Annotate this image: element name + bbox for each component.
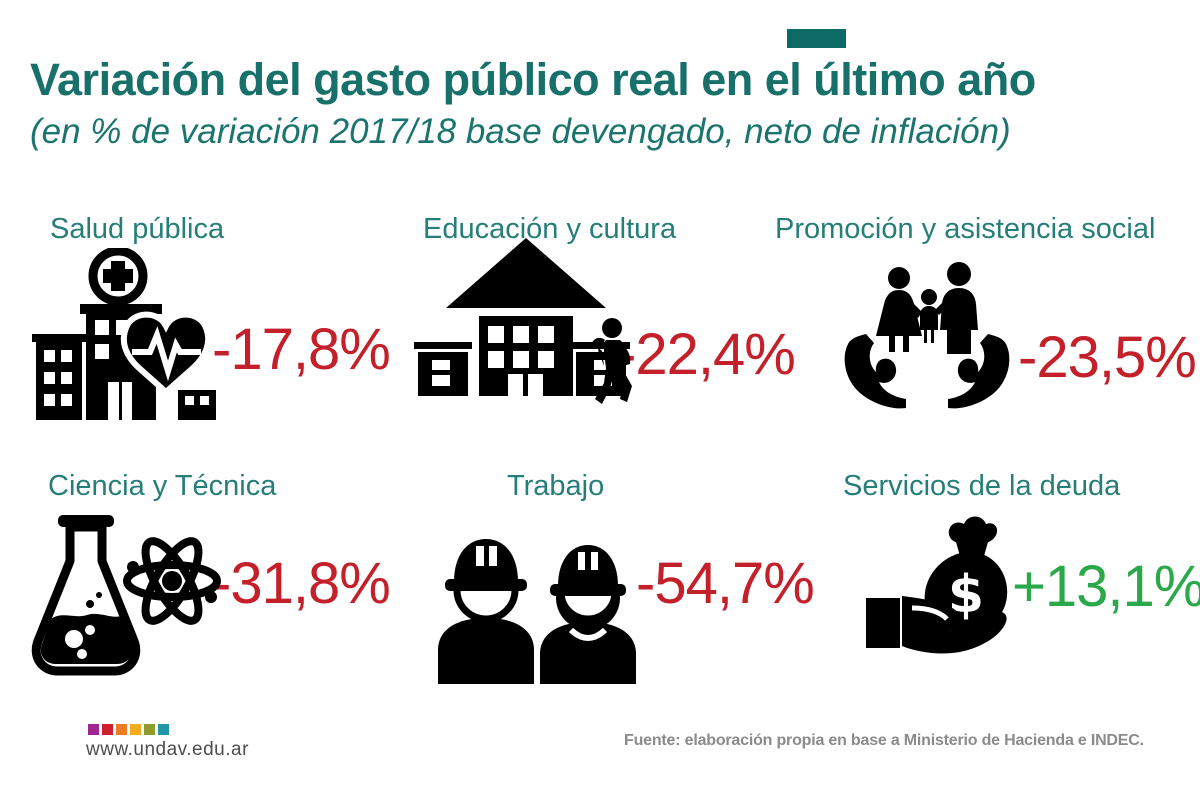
label-salud-publica: Salud pública [50,213,225,245]
label-educacion-cultura: Educación y cultura [423,213,677,245]
flask-atom-icon [30,505,222,687]
value-ciencia-tecnica: -31,8% [212,551,391,616]
label-ciencia-tecnica: Ciencia y Técnica [48,470,277,502]
value-servicios-deuda: +13,1% [1012,554,1200,619]
page-title: Variación del gasto público real en el ú… [30,54,1036,105]
value-salud-publica: -17,8% [212,317,391,382]
money-bag-hand-icon: $ [862,502,1029,684]
hospital-icon [28,248,220,420]
label-trabajo: Trabajo [507,470,605,502]
header-accent-mark [787,29,846,48]
label-promocion-asistencia: Promoción y asistencia social [775,213,1156,245]
undav-website: www.undav.edu.ar [86,739,249,760]
undav-logo-squares [88,724,169,735]
value-promocion-asistencia: -23,5% [1018,325,1197,390]
label-servicios-deuda: Servicios de la deuda [843,470,1121,502]
value-educacion-cultura: -22,4% [617,322,796,387]
page-subtitle: (en % de variación 2017/18 base devengad… [30,112,1011,151]
source-note: Fuente: elaboración propia en base a Min… [624,732,1144,749]
school-student-icon [406,232,638,424]
family-in-hands-icon [836,248,1018,422]
construction-workers-icon [426,518,661,684]
value-trabajo: -54,7% [636,551,815,616]
